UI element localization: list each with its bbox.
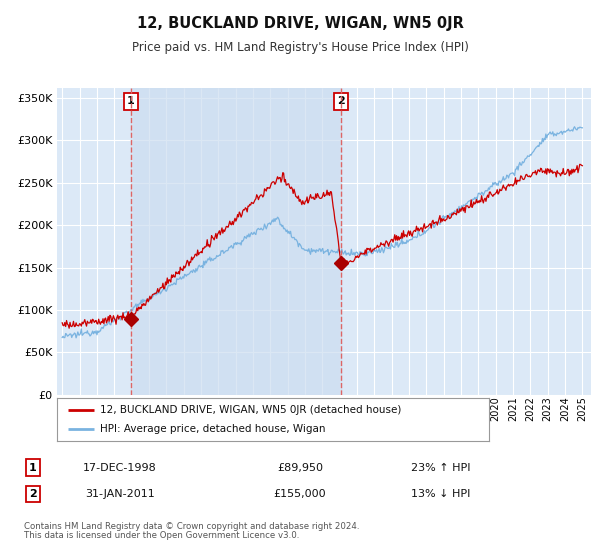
Text: £89,950: £89,950 [277, 463, 323, 473]
Bar [131, 88, 341, 395]
Text: Contains HM Land Registry data © Crown copyright and database right 2024.: Contains HM Land Registry data © Crown c… [24, 522, 359, 531]
Text: 1: 1 [127, 96, 135, 106]
Text: 12, BUCKLAND DRIVE, WIGAN, WN5 0JR (detached house): 12, BUCKLAND DRIVE, WIGAN, WN5 0JR (deta… [100, 405, 401, 415]
Text: 2: 2 [29, 489, 37, 499]
Text: 12, BUCKLAND DRIVE, WIGAN, WN5 0JR: 12, BUCKLAND DRIVE, WIGAN, WN5 0JR [137, 16, 463, 31]
Text: £155,000: £155,000 [274, 489, 326, 499]
Text: HPI: Average price, detached house, Wigan: HPI: Average price, detached house, Wiga… [100, 424, 326, 434]
Text: 17-DEC-1998: 17-DEC-1998 [83, 463, 157, 473]
Text: 31-JAN-2011: 31-JAN-2011 [85, 489, 155, 499]
Text: This data is licensed under the Open Government Licence v3.0.: This data is licensed under the Open Gov… [24, 531, 299, 540]
Text: 2: 2 [337, 96, 345, 106]
Text: 23% ↑ HPI: 23% ↑ HPI [411, 463, 471, 473]
Text: Price paid vs. HM Land Registry's House Price Index (HPI): Price paid vs. HM Land Registry's House … [131, 40, 469, 54]
Text: 13% ↓ HPI: 13% ↓ HPI [412, 489, 470, 499]
Text: 1: 1 [29, 463, 37, 473]
